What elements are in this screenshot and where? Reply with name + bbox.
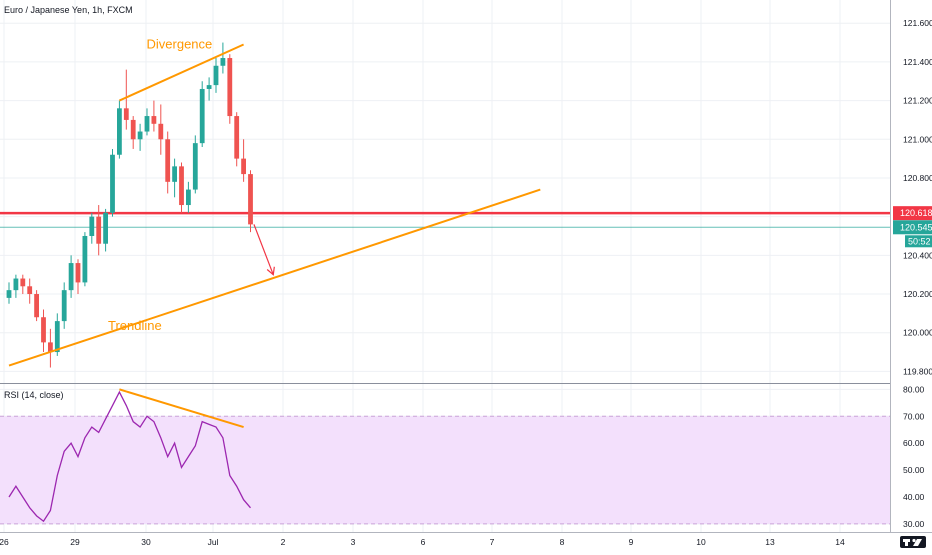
tradingview-logo-icon <box>900 536 926 548</box>
price-tick-label: 119.800 <box>903 366 932 376</box>
price-tick-label: 120.000 <box>903 328 932 338</box>
rsi-title[interactable]: RSI (14, close) <box>4 390 64 400</box>
time-tick-label: 9 <box>629 537 634 547</box>
candle <box>48 342 53 353</box>
candle <box>192 143 198 190</box>
time-axis-ticks: 26 29 30 Jul 2 3 6 7 8 9 10 13 14 <box>0 537 845 547</box>
candle <box>13 278 19 291</box>
candle <box>123 108 129 120</box>
candle <box>234 116 240 159</box>
candle <box>227 58 233 117</box>
candle <box>89 216 95 236</box>
time-tick-label: 29 <box>70 537 80 547</box>
candle <box>220 58 226 66</box>
rsi-tick-label: 60.00 <box>903 438 925 448</box>
rsi-divergence-line[interactable] <box>119 388 244 429</box>
time-tick-label: 10 <box>696 537 706 547</box>
candle <box>199 88 205 144</box>
time-tick-label: 7 <box>490 537 495 547</box>
candle <box>213 65 219 86</box>
time-tick-label: 2 <box>281 537 286 547</box>
candle <box>248 174 253 225</box>
time-tick-label: 6 <box>421 537 426 547</box>
candle <box>20 278 26 287</box>
candle <box>137 131 143 140</box>
time-tick-label: 13 <box>765 537 775 547</box>
time-tick-label: Jul <box>208 537 219 547</box>
price-tick-label: 121.400 <box>903 57 932 67</box>
candle <box>110 154 115 213</box>
price-tick-label: 120.400 <box>903 250 932 260</box>
symbol-title[interactable]: Euro / Japanese Yen, 1h, FXCM <box>4 5 133 15</box>
rsi-tick-label: 40.00 <box>903 492 925 502</box>
price-tick-label: 121.200 <box>903 96 932 106</box>
candle <box>179 166 184 206</box>
annotations[interactable] <box>8 43 541 367</box>
countdown-label: 50:52 <box>908 236 931 246</box>
down-arrow-line[interactable] <box>253 224 274 275</box>
candle <box>241 158 246 175</box>
candle <box>117 108 122 155</box>
down-arrow-icon[interactable] <box>266 266 275 276</box>
candle <box>34 294 39 318</box>
candle <box>186 189 191 206</box>
candle <box>54 321 60 353</box>
rsi-tick-label: 80.00 <box>903 384 925 394</box>
last-price-tag <box>893 220 932 235</box>
last-price-label: 120.545 <box>900 222 932 232</box>
rsi-axis-ticks: 30.00 40.00 50.00 60.00 70.00 80.00 <box>903 384 925 529</box>
divergence-line[interactable] <box>118 43 245 102</box>
trendline-label[interactable]: Trendline <box>108 318 162 333</box>
rsi-tick-label: 70.00 <box>903 411 925 421</box>
candle <box>6 290 12 298</box>
candle <box>158 123 164 140</box>
level-price-tag <box>893 206 932 221</box>
candle <box>41 317 46 343</box>
candle <box>27 286 33 295</box>
rsi-band <box>0 416 890 524</box>
candle <box>144 116 150 132</box>
rsi-tick-label: 50.00 <box>903 465 925 475</box>
rsi-line <box>8 390 251 523</box>
candle <box>75 263 81 283</box>
candle <box>165 139 171 182</box>
candle <box>68 263 74 291</box>
candle <box>172 166 177 182</box>
rsi-band-edges <box>0 415 890 525</box>
time-tick-label: 26 <box>0 537 9 547</box>
rsi-tick-label: 30.00 <box>903 519 925 529</box>
candles <box>6 42 253 368</box>
time-tick-label: 8 <box>560 537 565 547</box>
time-tick-label: 30 <box>141 537 151 547</box>
candle <box>82 235 88 283</box>
time-tick-label: 3 <box>351 537 356 547</box>
time-tick-label: 14 <box>835 537 845 547</box>
divergence-label[interactable]: Divergence <box>147 37 213 52</box>
price-tick-label: 120.800 <box>903 173 932 183</box>
candle <box>151 116 157 124</box>
level-price-label: 120.618 <box>900 208 932 218</box>
candle <box>206 85 212 89</box>
candle <box>61 290 67 322</box>
candle <box>96 216 102 244</box>
price-tick-label: 121.000 <box>903 134 932 144</box>
candle <box>103 212 108 244</box>
countdown-tag <box>905 235 932 248</box>
trendline[interactable] <box>8 188 541 367</box>
price-tick-label: 120.200 <box>903 289 932 299</box>
candle <box>130 119 136 140</box>
price-tick-label: 121.600 <box>903 18 932 28</box>
